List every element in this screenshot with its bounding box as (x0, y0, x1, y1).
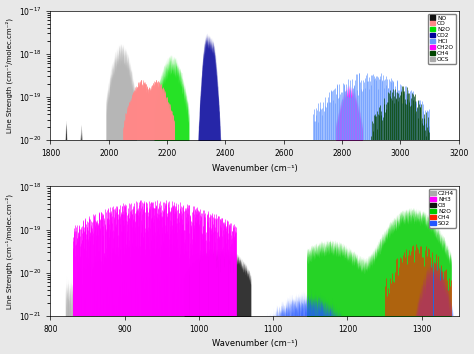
Y-axis label: Line Strength (cm⁻¹/molec.cm⁻²): Line Strength (cm⁻¹/molec.cm⁻²) (6, 194, 13, 309)
X-axis label: Wavenumber (cm⁻¹): Wavenumber (cm⁻¹) (212, 164, 298, 173)
Y-axis label: Line Strength (cm⁻¹/molec.cm⁻²): Line Strength (cm⁻¹/molec.cm⁻²) (6, 18, 13, 133)
Legend: NO, CO, N2O, CO2, HCl, CH2O, CH4, OCS: NO, CO, N2O, CO2, HCl, CH2O, CH4, OCS (428, 14, 456, 64)
Legend: C2H4, NH3, O3, N2O, CH4, SO2: C2H4, NH3, O3, N2O, CH4, SO2 (428, 189, 456, 228)
X-axis label: Wavenumber (cm⁻¹): Wavenumber (cm⁻¹) (212, 339, 298, 348)
